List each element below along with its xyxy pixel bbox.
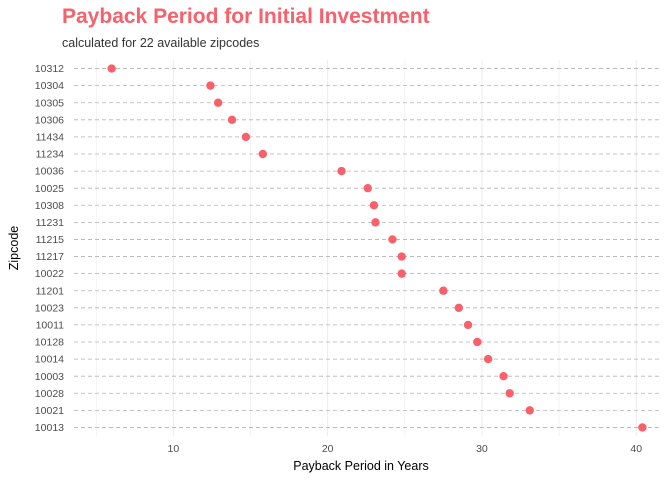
y-axis-title: Zipcode [7,226,21,271]
data-point [241,132,251,142]
x-tick-label: 40 [630,443,642,455]
data-point [388,235,397,244]
y-tick-label: 10304 [35,80,64,92]
grid-layer [95,60,637,436]
x-tick-label: 30 [476,443,488,455]
data-point [258,149,268,159]
data-point [397,252,406,261]
data-point [473,337,482,347]
data-point [107,64,116,73]
x-axis-title: Payback Period in Years [293,459,429,473]
data-point [463,320,473,330]
y-tick-label: 11231 [36,217,65,229]
y-tick-label: 11434 [36,132,65,144]
data-point [483,354,493,364]
y-tick-label: 10003 [35,371,64,383]
y-tick-label: 11217 [36,251,65,263]
data-point [369,201,379,210]
data-point [525,406,534,415]
y-tick-label: 10025 [35,183,64,195]
y-tick-label: 10014 [35,354,64,366]
y-tick-label: 10128 [35,337,64,349]
y-tick-label: 10305 [35,97,64,109]
data-point [213,98,223,107]
y-tick-label: 10306 [35,114,64,126]
y-tick-label: 10011 [36,320,65,332]
data-point [371,218,380,227]
chart-title: Payback Period for Initial Investment [62,5,430,28]
y-tick-label: 11234 [36,149,65,161]
y-tick-label: 10312 [35,63,64,75]
data-point [363,183,372,193]
chart-subtitle: calculated for 22 available zipcodes [62,36,260,50]
x-tick-label: 20 [322,443,334,455]
y-tick-label: 10308 [35,200,64,212]
data-point [397,269,406,278]
data-point [505,389,514,398]
y-tick-label: 10022 [35,268,64,280]
y-tick-label: 10021 [35,405,64,417]
data-points [107,64,647,432]
x-tick-label: 10 [168,443,180,455]
data-point [227,115,237,125]
y-tick-label: 11215 [36,234,65,246]
data-point [206,81,215,90]
x-tick-labels: 10 20 30 40 [168,443,643,455]
y-tick-label: 10013 [35,422,64,434]
guide-lines [74,68,660,428]
y-tick-label: 10028 [35,388,64,400]
y-tick-label: 10036 [35,166,64,178]
data-point [337,166,346,176]
data-point [439,286,448,295]
y-tick-label: 11201 [36,285,65,297]
y-tick-label: 10023 [35,302,64,314]
data-point [638,423,647,432]
y-tick-labels: 10312 10304 10305 10306 11434 11234 10036 10025… [35,63,64,434]
data-point [454,303,463,313]
data-point [499,371,508,381]
